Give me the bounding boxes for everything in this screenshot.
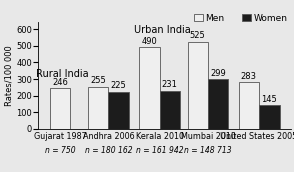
Text: Urban India: Urban India — [134, 25, 191, 35]
Text: n = 148 713: n = 148 713 — [184, 147, 232, 155]
Text: n = 750: n = 750 — [45, 147, 75, 155]
Bar — [88, 87, 108, 129]
Text: 225: 225 — [111, 81, 126, 90]
Text: 490: 490 — [141, 37, 157, 46]
Bar — [139, 47, 160, 129]
Bar — [208, 79, 228, 129]
Text: 246: 246 — [52, 78, 68, 87]
Text: 145: 145 — [261, 95, 277, 104]
Text: 231: 231 — [162, 80, 178, 89]
Text: 299: 299 — [210, 69, 226, 78]
Text: 283: 283 — [241, 72, 257, 81]
Bar — [160, 90, 180, 129]
Text: Rural India: Rural India — [36, 69, 89, 79]
Y-axis label: Rates/100 000: Rates/100 000 — [4, 45, 13, 106]
Text: n = 180 162: n = 180 162 — [85, 147, 132, 155]
Text: 525: 525 — [190, 31, 206, 40]
Bar — [239, 82, 259, 129]
Legend: Men, Women: Men, Women — [193, 13, 289, 24]
Text: n = 161 942: n = 161 942 — [136, 147, 183, 155]
Bar — [50, 88, 70, 129]
Bar — [259, 105, 280, 129]
Text: 255: 255 — [90, 76, 106, 85]
Bar — [108, 92, 129, 129]
Bar — [188, 41, 208, 129]
